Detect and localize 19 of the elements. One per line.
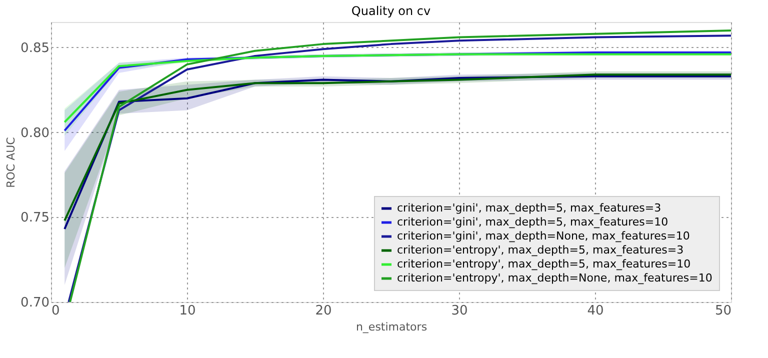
legend-label: criterion='entropy', max_depth=5, max_features=3 [397, 244, 684, 256]
legend-label: criterion='entropy', max_depth=5, max_features=10 [397, 258, 691, 270]
x-tick-label: 0 [52, 304, 60, 318]
x-axis-title: n_estimators [356, 320, 428, 334]
legend-label: criterion='gini', max_depth=5, max_features=3 [397, 202, 662, 214]
x-tick-label: 50 [714, 304, 732, 318]
x-tick-label: 30 [451, 304, 468, 318]
x-tick-label: 10 [179, 304, 196, 318]
x-tick-label: 20 [315, 304, 332, 318]
y-tick-label: 0.85 [20, 40, 50, 56]
chart-title: Quality on cv [351, 4, 431, 18]
y-tick-label: 0.75 [20, 210, 50, 226]
legend-label: criterion='entropy', max_depth=None, max_features=10 [397, 272, 712, 284]
y-tick-label: 0.80 [20, 126, 50, 141]
x-tick-label: 40 [587, 304, 604, 318]
y-axis-title: ROC AUC [4, 136, 18, 188]
legend-label: criterion='gini', max_depth=5, max_features=10 [397, 216, 668, 228]
legend-label: criterion='gini', max_depth=None, max_features=10 [397, 230, 690, 242]
y-tick-label: 0.70 [20, 296, 50, 310]
